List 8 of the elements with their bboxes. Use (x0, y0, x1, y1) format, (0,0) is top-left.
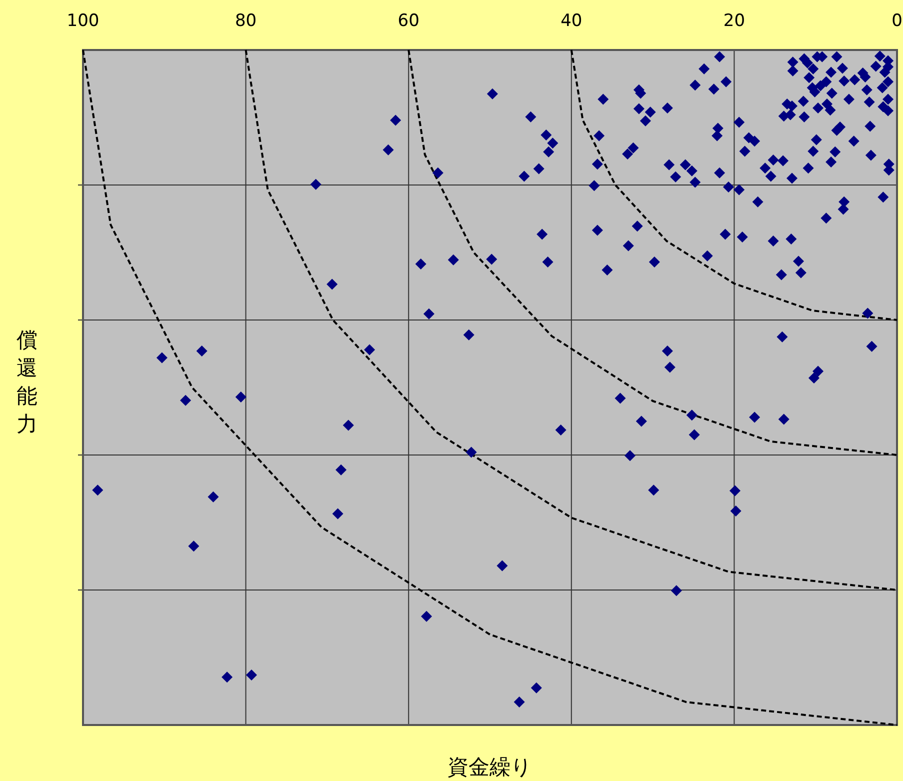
x-tick-label: 80 (234, 11, 257, 31)
x-axis-title: 資金繰り (448, 755, 532, 779)
x-tick-label: 40 (560, 11, 582, 31)
x-tick-label: 100 (66, 11, 100, 31)
x-tick-label: 60 (398, 11, 420, 31)
y-axis-title: 償還能力 (16, 328, 38, 436)
x-tick-label: 0 (892, 11, 902, 31)
x-tick-label: 20 (723, 11, 746, 31)
